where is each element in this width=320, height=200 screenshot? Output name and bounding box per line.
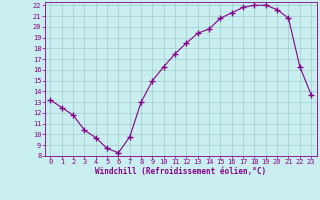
X-axis label: Windchill (Refroidissement éolien,°C): Windchill (Refroidissement éolien,°C) — [95, 167, 266, 176]
